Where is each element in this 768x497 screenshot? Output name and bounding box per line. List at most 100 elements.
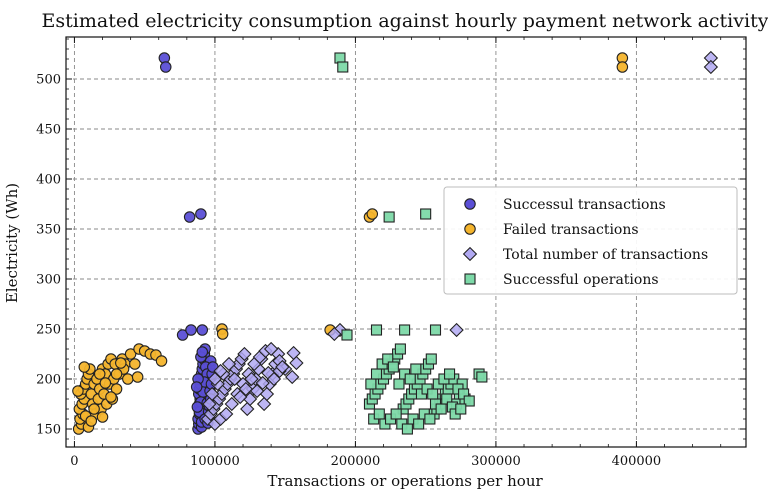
data-point [110, 368, 123, 380]
legend-marker [462, 246, 478, 262]
legend-item-total-transactions: Total number of transactions [462, 246, 708, 263]
data-point [191, 401, 204, 413]
legend-marker-diamond-icon [462, 246, 478, 262]
data-point [387, 361, 399, 373]
data-points [72, 50, 719, 435]
data-point [266, 371, 282, 387]
data-point [263, 341, 279, 357]
data-point [249, 383, 265, 399]
data-point [237, 346, 252, 362]
data-point [449, 322, 464, 338]
legend-label: Total number of transactions [503, 247, 708, 263]
legend-label: Successul transactions [503, 197, 666, 213]
series-1 [72, 52, 629, 435]
chart-title: Estimated electricity consumption agains… [42, 10, 768, 32]
data-point [458, 388, 470, 400]
legend-marker-square-icon [464, 273, 476, 285]
x-axis-label: Transactions or operations per hour [267, 472, 543, 490]
y-tick-label: 250 [36, 323, 61, 338]
data-point [240, 401, 255, 417]
data-point [105, 391, 117, 403]
data-point [131, 371, 144, 383]
data-point [427, 388, 439, 400]
data-point [227, 371, 242, 387]
data-point [115, 357, 127, 369]
data-point [616, 61, 629, 73]
legend-box [443, 186, 738, 295]
series-2 [200, 50, 719, 432]
y-tick-label: 150 [36, 423, 61, 438]
data-point [404, 373, 416, 385]
data-point [401, 423, 413, 435]
data-point [413, 418, 425, 430]
data-point [455, 403, 467, 415]
data-point [85, 415, 98, 427]
data-point [244, 371, 259, 387]
data-point [196, 324, 209, 336]
data-point [285, 369, 300, 385]
data-point [185, 324, 197, 336]
data-point [703, 59, 719, 75]
legend-item-successful-transactions: Successul transactions [464, 197, 666, 213]
series-0 [158, 52, 219, 435]
legend-label: Successful operations [503, 272, 659, 288]
series-3 [334, 52, 488, 435]
legend-item-failed-transactions: Failed transactions [464, 222, 639, 238]
x-tick-label: 100000 [190, 454, 240, 469]
data-point [196, 346, 209, 358]
data-point [383, 211, 395, 223]
legend-marker [464, 223, 476, 235]
data-point [441, 393, 453, 405]
axis-ticks: 0 100000 200000 300000 400000 150 200 250 300 350… [36, 37, 746, 469]
data-point [224, 396, 239, 412]
data-point [78, 361, 91, 373]
legend-label: Failed transactions [503, 222, 639, 238]
data-point [221, 356, 237, 372]
y-tick-label: 350 [36, 223, 61, 238]
data-point [327, 326, 342, 342]
y-axis-label: Electricity (Wh) [3, 183, 21, 303]
x-tick-label: 400000 [612, 454, 662, 469]
data-point [155, 355, 168, 367]
data-point [213, 363, 228, 379]
legend-item-successful-operations: Successful operations [464, 272, 659, 288]
legend-marker [464, 198, 476, 210]
data-point [289, 355, 304, 371]
data-point [195, 208, 207, 220]
data-point [255, 375, 270, 391]
data-point [463, 395, 475, 407]
data-point [370, 324, 383, 336]
data-point [207, 371, 223, 387]
data-point [176, 329, 189, 341]
x-tick-label: 200000 [331, 454, 381, 469]
y-tick-label: 500 [36, 73, 61, 88]
data-point [99, 377, 112, 389]
legend-marker-circle-icon [464, 223, 476, 235]
data-point [72, 385, 84, 397]
data-point [93, 368, 106, 380]
legend-marker-circle-icon [464, 198, 476, 210]
data-point [444, 368, 456, 380]
data-point [190, 381, 203, 393]
data-point [370, 368, 383, 380]
data-point [373, 408, 385, 420]
plot-frame [65, 36, 747, 448]
data-point [393, 378, 405, 390]
data-point [394, 343, 406, 355]
data-point [341, 329, 353, 341]
y-tick-label: 400 [36, 173, 61, 188]
data-point [88, 403, 100, 415]
data-point [424, 413, 436, 425]
data-point [122, 373, 134, 385]
data-point [110, 383, 123, 395]
data-point [160, 61, 172, 73]
data-point [435, 403, 447, 415]
data-point [429, 324, 442, 336]
y-tick-label: 200 [36, 373, 61, 388]
y-tick-label: 450 [36, 123, 61, 138]
data-point [238, 381, 254, 397]
data-point [183, 211, 196, 223]
x-tick-label: 300000 [471, 454, 521, 469]
data-point [96, 411, 109, 423]
